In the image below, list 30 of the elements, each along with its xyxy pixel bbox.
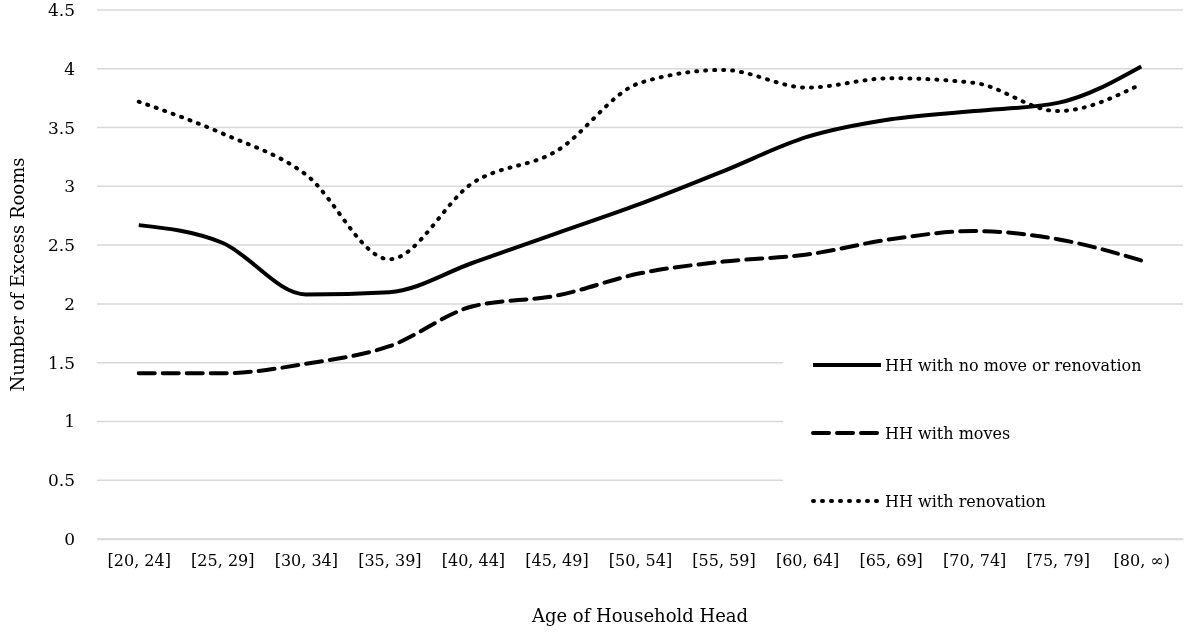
x-tick-label: [45, 49] xyxy=(525,551,589,571)
x-tick-label: [60, 64] xyxy=(775,551,840,571)
y-tick-label: 4 xyxy=(64,58,75,79)
x-tick-label: [35, 39] xyxy=(358,551,422,571)
y-tick-label: 2 xyxy=(64,293,75,314)
x-tick-label: [40, 44] xyxy=(441,551,506,571)
y-axis-title: Number of Excess Rooms xyxy=(7,157,28,392)
x-tick-label: [25, 29] xyxy=(191,551,255,571)
legend-label: HH with renovation xyxy=(885,491,1046,511)
y-tick-label: 3 xyxy=(64,176,75,197)
y-tick-label: 0.5 xyxy=(47,470,75,491)
y-tick-label: 4.5 xyxy=(47,0,75,20)
x-tick-label: [20, 24] xyxy=(107,551,171,571)
x-tick-label: [70, 74] xyxy=(942,551,1007,571)
y-tick-label: 0 xyxy=(64,528,75,549)
x-tick-label: [50, 54] xyxy=(608,551,673,571)
line-series xyxy=(136,64,1144,297)
line-series xyxy=(136,229,1144,376)
x-axis-title: Age of Household Head xyxy=(530,605,749,626)
x-tick-label: [75, 79] xyxy=(1026,551,1090,571)
x-tick-label: [80, ∞) xyxy=(1113,551,1170,571)
x-tick-label: [55, 59] xyxy=(692,551,756,571)
y-tick-label: 3.5 xyxy=(47,117,75,138)
x-tick-label: [30, 34] xyxy=(274,551,339,571)
y-tick-label: 1.5 xyxy=(47,352,75,373)
x-tick-label: [65, 69] xyxy=(859,551,923,571)
y-tick-label: 2.5 xyxy=(47,235,75,256)
legend-label: HH with no move or renovation xyxy=(885,355,1142,375)
y-tick-label: 1 xyxy=(64,411,75,432)
legend-label: HH with moves xyxy=(885,423,1011,443)
